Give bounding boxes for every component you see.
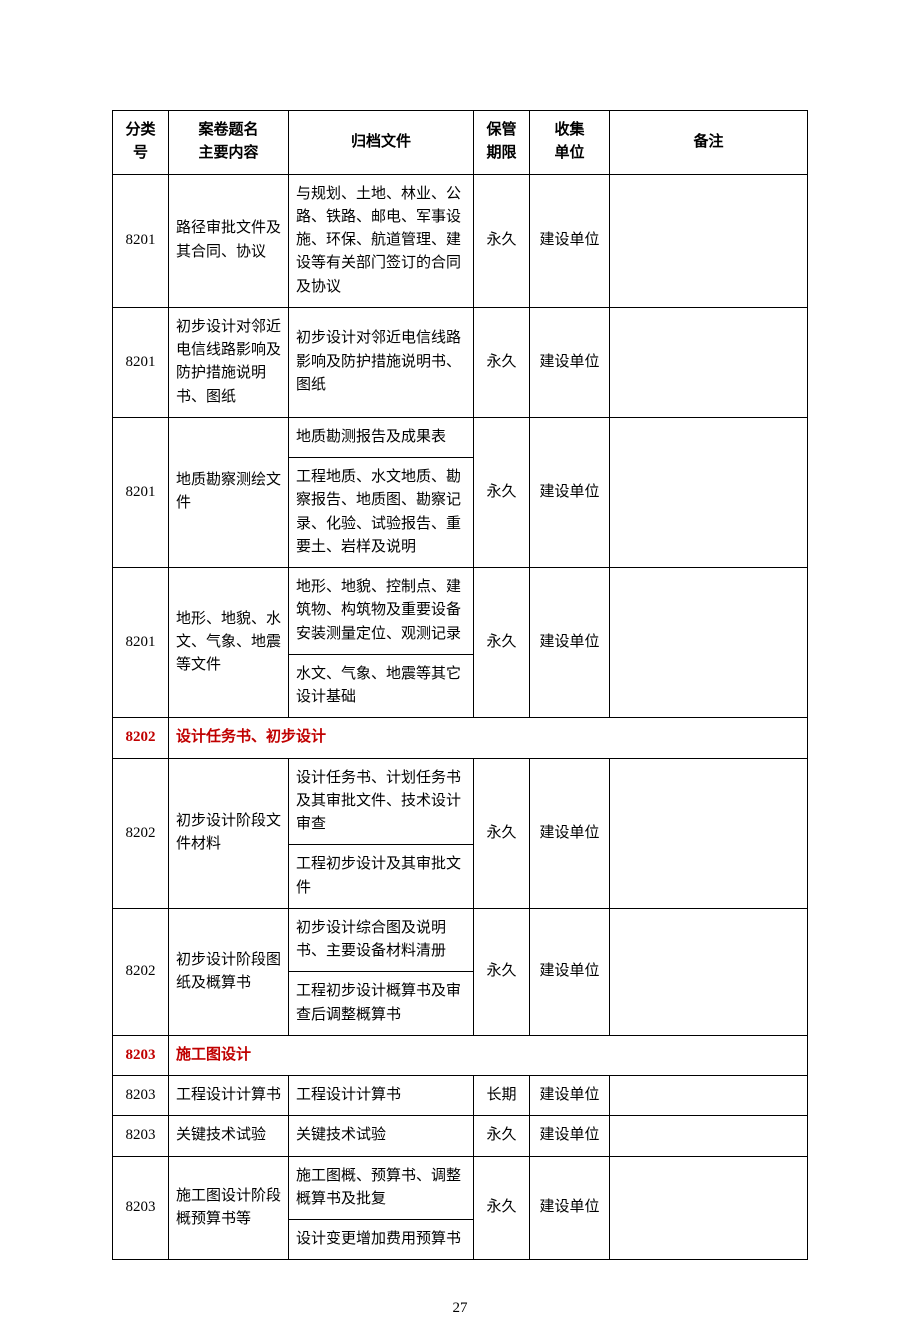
cell-unit: 建设单位 [530, 1156, 610, 1260]
cell-code: 8203 [113, 1076, 169, 1116]
cell-file: 水文、气象、地震等其它设计基础 [289, 654, 474, 718]
cell-period: 永久 [474, 908, 530, 1035]
th-period: 保管 期限 [474, 111, 530, 175]
cell-period: 永久 [474, 1116, 530, 1156]
cell-unit: 建设单位 [530, 174, 610, 307]
cell-period: 永久 [474, 1156, 530, 1260]
cell-period: 永久 [474, 417, 530, 567]
table-header-row: 分类号 案卷题名 主要内容 归档文件 保管 期限 收集 单位 备注 [113, 111, 808, 175]
cell-name: 工程设计计算书 [169, 1076, 289, 1116]
cell-file: 施工图概、预算书、调整概算书及批复 [289, 1156, 474, 1220]
cell-unit: 建设单位 [530, 307, 610, 417]
cell-period: 永久 [474, 758, 530, 908]
section-code: 8203 [113, 1035, 169, 1075]
cell-file: 关键技术试验 [289, 1116, 474, 1156]
th-unit-l1: 收集 [554, 122, 584, 138]
th-period-l1: 保管 [486, 122, 516, 138]
cell-note [610, 758, 808, 908]
cell-file: 与规划、土地、林业、公路、铁路、邮电、军事设施、环保、航道管理、建设等有关部门签… [289, 174, 474, 307]
cell-note [610, 568, 808, 718]
cell-unit: 建设单位 [530, 568, 610, 718]
table-row: 8201初步设计对邻近电信线路影响及防护措施说明书、图纸初步设计对邻近电信线路影… [113, 307, 808, 417]
cell-note [610, 174, 808, 307]
cell-note [610, 1116, 808, 1156]
section-title: 施工图设计 [169, 1035, 808, 1075]
cell-code: 8203 [113, 1156, 169, 1260]
table-row: 8202初步设计阶段文件材料设计任务书、计划任务书及其审批文件、技术设计审查永久… [113, 758, 808, 845]
cell-unit: 建设单位 [530, 1076, 610, 1116]
table-row: 8203关键技术试验关键技术试验永久建设单位 [113, 1116, 808, 1156]
cell-unit: 建设单位 [530, 1116, 610, 1156]
cell-code: 8202 [113, 908, 169, 1035]
th-note: 备注 [610, 111, 808, 175]
th-name-l1: 案卷题名 [198, 122, 258, 138]
cell-code: 8201 [113, 568, 169, 718]
cell-file: 工程地质、水文地质、勘察报告、地质图、勘察记录、化验、试验报告、重要土、岩样及说… [289, 458, 474, 568]
cell-note [610, 417, 808, 567]
cell-note [610, 307, 808, 417]
cell-note [610, 1156, 808, 1260]
th-unit-l2: 单位 [554, 145, 584, 161]
cell-name: 初步设计对邻近电信线路影响及防护措施说明书、图纸 [169, 307, 289, 417]
cell-file: 设计任务书、计划任务书及其审批文件、技术设计审查 [289, 758, 474, 845]
table-row: 8203施工图设计阶段概预算书等施工图概、预算书、调整概算书及批复永久建设单位 [113, 1156, 808, 1220]
cell-unit: 建设单位 [530, 908, 610, 1035]
th-file: 归档文件 [289, 111, 474, 175]
cell-note [610, 1076, 808, 1116]
cell-file: 工程初步设计及其审批文件 [289, 845, 474, 909]
cell-name: 地质勘察测绘文件 [169, 417, 289, 567]
cell-name: 地形、地貌、水文、气象、地震等文件 [169, 568, 289, 718]
cell-code: 8203 [113, 1116, 169, 1156]
cell-name: 施工图设计阶段概预算书等 [169, 1156, 289, 1260]
cell-name: 路径审批文件及其合同、协议 [169, 174, 289, 307]
th-name-l2: 主要内容 [198, 145, 258, 161]
table-row: 8201地形、地貌、水文、气象、地震等文件地形、地貌、控制点、建筑物、构筑物及重… [113, 568, 808, 655]
cell-code: 8201 [113, 417, 169, 567]
cell-code: 8201 [113, 307, 169, 417]
table-row: 8201地质勘察测绘文件地质勘测报告及成果表永久建设单位 [113, 417, 808, 457]
cell-unit: 建设单位 [530, 758, 610, 908]
archive-table: 分类号 案卷题名 主要内容 归档文件 保管 期限 收集 单位 备注 8201路径… [112, 110, 808, 1260]
section-row: 8203施工图设计 [113, 1035, 808, 1075]
cell-file: 初步设计综合图及说明书、主要设备材料清册 [289, 908, 474, 972]
section-title: 设计任务书、初步设计 [169, 718, 808, 758]
cell-period: 永久 [474, 568, 530, 718]
cell-name: 关键技术试验 [169, 1116, 289, 1156]
table-row: 8201路径审批文件及其合同、协议与规划、土地、林业、公路、铁路、邮电、军事设施… [113, 174, 808, 307]
th-unit: 收集 单位 [530, 111, 610, 175]
cell-name: 初步设计阶段图纸及概算书 [169, 908, 289, 1035]
cell-code: 8201 [113, 174, 169, 307]
section-row: 8202设计任务书、初步设计 [113, 718, 808, 758]
cell-file: 工程设计计算书 [289, 1076, 474, 1116]
section-code: 8202 [113, 718, 169, 758]
table-row: 8202初步设计阶段图纸及概算书初步设计综合图及说明书、主要设备材料清册永久建设… [113, 908, 808, 972]
cell-unit: 建设单位 [530, 417, 610, 567]
th-period-l2: 期限 [486, 145, 516, 161]
th-name: 案卷题名 主要内容 [169, 111, 289, 175]
cell-file: 设计变更增加费用预算书 [289, 1220, 474, 1260]
cell-file: 工程初步设计概算书及审查后调整概算书 [289, 972, 474, 1036]
cell-file: 地形、地貌、控制点、建筑物、构筑物及重要设备安装测量定位、观测记录 [289, 568, 474, 655]
cell-period: 永久 [474, 307, 530, 417]
cell-file: 地质勘测报告及成果表 [289, 417, 474, 457]
cell-note [610, 908, 808, 1035]
table-row: 8203工程设计计算书工程设计计算书长期建设单位 [113, 1076, 808, 1116]
cell-period: 长期 [474, 1076, 530, 1116]
cell-code: 8202 [113, 758, 169, 908]
th-code: 分类号 [113, 111, 169, 175]
cell-name: 初步设计阶段文件材料 [169, 758, 289, 908]
page-number: 27 [112, 1300, 808, 1317]
table-body: 8201路径审批文件及其合同、协议与规划、土地、林业、公路、铁路、邮电、军事设施… [113, 174, 808, 1260]
cell-period: 永久 [474, 174, 530, 307]
cell-file: 初步设计对邻近电信线路影响及防护措施说明书、图纸 [289, 307, 474, 417]
